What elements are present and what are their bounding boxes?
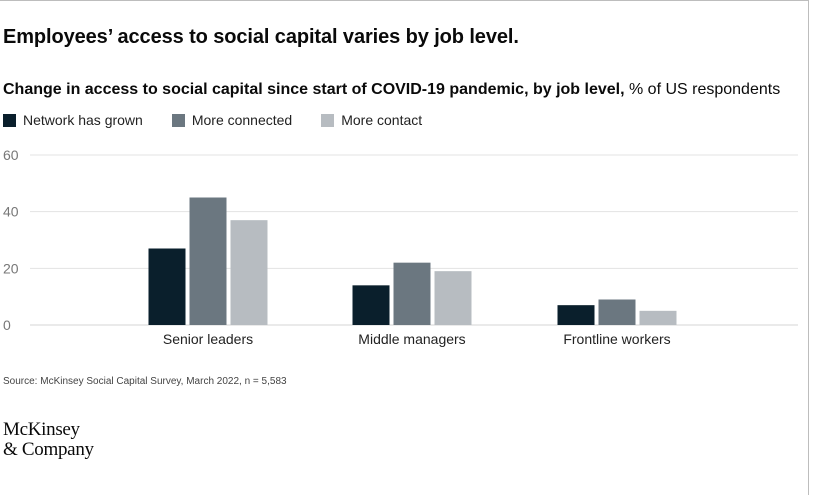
logo-line-2: & Company: [3, 439, 94, 460]
legend-label-more-connected: More connected: [191, 112, 293, 128]
y-tick-label-60: 60: [3, 147, 19, 163]
legend-swatch-more-contact: [321, 113, 335, 127]
legend: Network has grown More connected More co…: [3, 112, 451, 128]
y-tick-label-0: 0: [3, 317, 11, 333]
legend-swatch-more-connected: [171, 113, 185, 127]
chart-subtitle-unit: % of US respondents: [624, 81, 781, 98]
bar-1-frontline-workers: [557, 305, 595, 325]
legend-label-network-grown: Network has grown: [23, 112, 143, 128]
legend-label-more-contact: More contact: [341, 112, 423, 128]
source-note: Source: McKinsey Social Capital Survey, …: [3, 376, 287, 387]
right-rule: [808, 0, 809, 495]
legend-item-more-contact: More contact: [321, 112, 422, 128]
x-category-label-senior-leaders: Senior leaders: [163, 331, 253, 347]
bar-2-senior-leaders: [189, 197, 227, 325]
y-tick-label-20: 20: [3, 260, 19, 276]
chart-subtitle-bold: Change in access to social capital since…: [3, 81, 625, 98]
bar-3-frontline-workers: [639, 310, 677, 325]
bar-2-frontline-workers: [598, 299, 636, 325]
x-category-label-frontline-workers: Frontline workers: [563, 331, 670, 347]
bar-chart: 0 20 40 60 Senior leaders Middle managers Fron…: [3, 147, 798, 347]
bar-1-middle-managers: [352, 285, 390, 325]
x-category-label-middle-managers: Middle managers: [358, 331, 465, 347]
bar-1-senior-leaders: [148, 248, 186, 325]
legend-swatch-network-grown: [3, 113, 16, 127]
logo-line-1: McKinsey: [3, 419, 80, 440]
legend-item-network-grown: Network has grown: [3, 112, 143, 128]
chart-subtitle: Change in access to social capital since…: [3, 81, 780, 99]
legend-item-more-connected: More connected: [171, 112, 293, 128]
top-rule: [0, 0, 808, 1]
bar-2-middle-managers: [393, 262, 431, 325]
mckinsey-logo: McKinsey & Company: [3, 420, 94, 460]
headline: Employees’ access to social capital vari…: [3, 26, 519, 48]
bar-3-middle-managers: [434, 271, 472, 325]
bar-3-senior-leaders: [230, 220, 268, 325]
y-tick-label-40: 40: [3, 204, 19, 220]
